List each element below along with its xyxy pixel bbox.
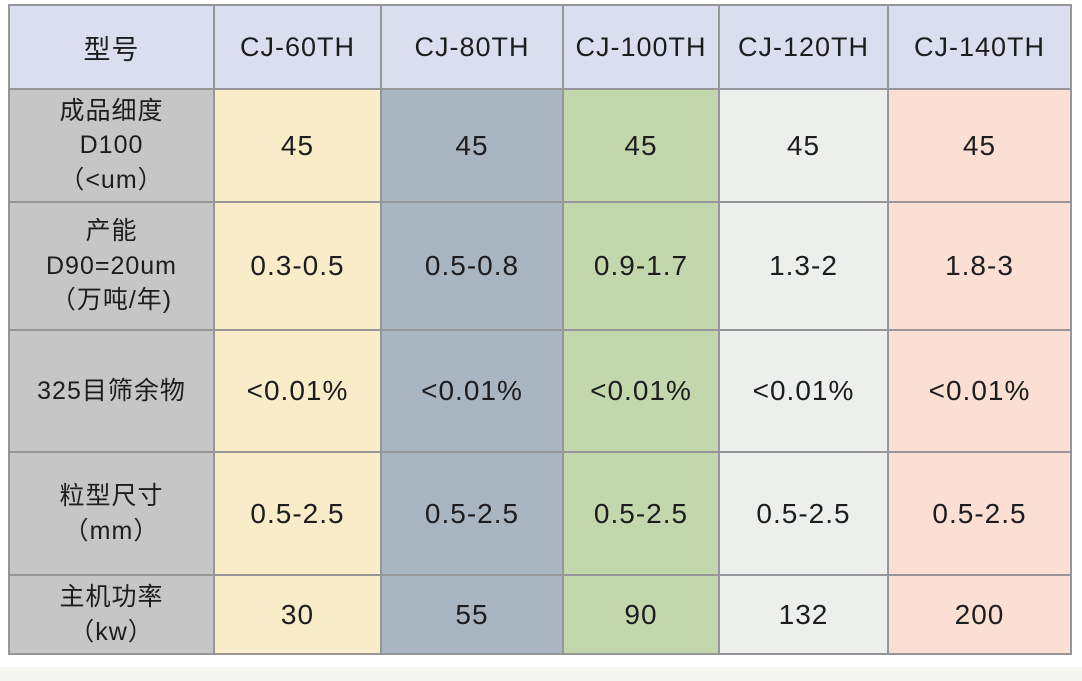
- column-header-model: 型号: [8, 4, 215, 90]
- cell-power-cj120: 132: [718, 574, 889, 655]
- row-label-line: 成品细度: [59, 96, 164, 125]
- cell-particle-cj140: 0.5-2.5: [887, 451, 1072, 576]
- row-label-fineness: 成品细度 D100 （<um）: [8, 88, 215, 203]
- cell-residue-cj100: <0.01%: [562, 329, 720, 453]
- row-label-particle-size: 粒型尺寸 （mm）: [8, 451, 215, 576]
- cell-power-cj80: 55: [380, 574, 564, 655]
- cell-particle-cj60: 0.5-2.5: [213, 451, 382, 576]
- cell-residue-cj80: <0.01%: [380, 329, 564, 453]
- table-row-particle-size: 粒型尺寸 （mm） 0.5-2.5 0.5-2.5 0.5-2.5 0.5-2.…: [8, 451, 1072, 576]
- row-label-line: 主机功率: [59, 583, 164, 611]
- cell-capacity-cj120: 1.3-2: [718, 201, 889, 331]
- row-label-line: （<um）: [59, 165, 164, 194]
- row-label-line: D100: [79, 131, 144, 160]
- column-header-cj-60th: CJ-60TH: [213, 4, 382, 90]
- row-label-line: 产能: [85, 217, 138, 246]
- column-header-cj-120th: CJ-120TH: [718, 4, 889, 90]
- cell-particle-cj80: 0.5-2.5: [380, 451, 564, 576]
- table-row-fineness: 成品细度 D100 （<um） 45 45 45 45 45: [8, 88, 1072, 203]
- row-label-line: 粒型尺寸: [59, 482, 164, 510]
- cell-power-cj60: 30: [213, 574, 382, 655]
- cell-fineness-cj60: 45: [213, 88, 382, 203]
- cell-capacity-cj100: 0.9-1.7: [562, 201, 720, 331]
- table-row-main-power: 主机功率 （kw） 30 55 90 132 200: [8, 574, 1072, 655]
- cell-fineness-cj140: 45: [887, 88, 1072, 203]
- column-header-cj-100th: CJ-100TH: [562, 4, 720, 90]
- row-label-line: D90=20um: [46, 251, 177, 280]
- cell-capacity-cj60: 0.3-0.5: [213, 201, 382, 331]
- cell-particle-cj100: 0.5-2.5: [562, 451, 720, 576]
- table-row-residue: 325目筛余物 <0.01% <0.01% <0.01% <0.01% <0.0…: [8, 329, 1072, 453]
- product-spec-table: 型号 CJ-60TH CJ-80TH CJ-100TH CJ-120TH CJ-…: [8, 4, 1072, 655]
- row-label-main-power: 主机功率 （kw）: [8, 574, 215, 655]
- cell-fineness-cj80: 45: [380, 88, 564, 203]
- table-row-capacity: 产能 D90=20um （万吨/年) 0.3-0.5 0.5-0.8 0.9-1…: [8, 201, 1072, 331]
- header-row: 型号 CJ-60TH CJ-80TH CJ-100TH CJ-120TH CJ-…: [8, 4, 1072, 90]
- cell-residue-cj120: <0.01%: [718, 329, 889, 453]
- cell-fineness-cj100: 45: [562, 88, 720, 203]
- cell-particle-cj120: 0.5-2.5: [718, 451, 889, 576]
- row-label-line: （kw）: [69, 617, 154, 646]
- row-label-residue: 325目筛余物: [8, 329, 215, 453]
- cell-capacity-cj80: 0.5-0.8: [380, 201, 564, 331]
- bottom-margin-strip: [0, 667, 1082, 681]
- cell-fineness-cj120: 45: [718, 88, 889, 203]
- row-label-line: （mm）: [63, 516, 160, 545]
- row-label-line: 325目筛余物: [37, 376, 186, 405]
- column-header-cj-80th: CJ-80TH: [380, 4, 564, 90]
- cell-power-cj140: 200: [887, 574, 1072, 655]
- row-label-line: （万吨/年): [50, 286, 173, 315]
- column-header-cj-140th: CJ-140TH: [887, 4, 1072, 90]
- row-label-capacity: 产能 D90=20um （万吨/年): [8, 201, 215, 331]
- cell-residue-cj140: <0.01%: [887, 329, 1072, 453]
- cell-capacity-cj140: 1.8-3: [887, 201, 1072, 331]
- cell-residue-cj60: <0.01%: [213, 329, 382, 453]
- cell-power-cj100: 90: [562, 574, 720, 655]
